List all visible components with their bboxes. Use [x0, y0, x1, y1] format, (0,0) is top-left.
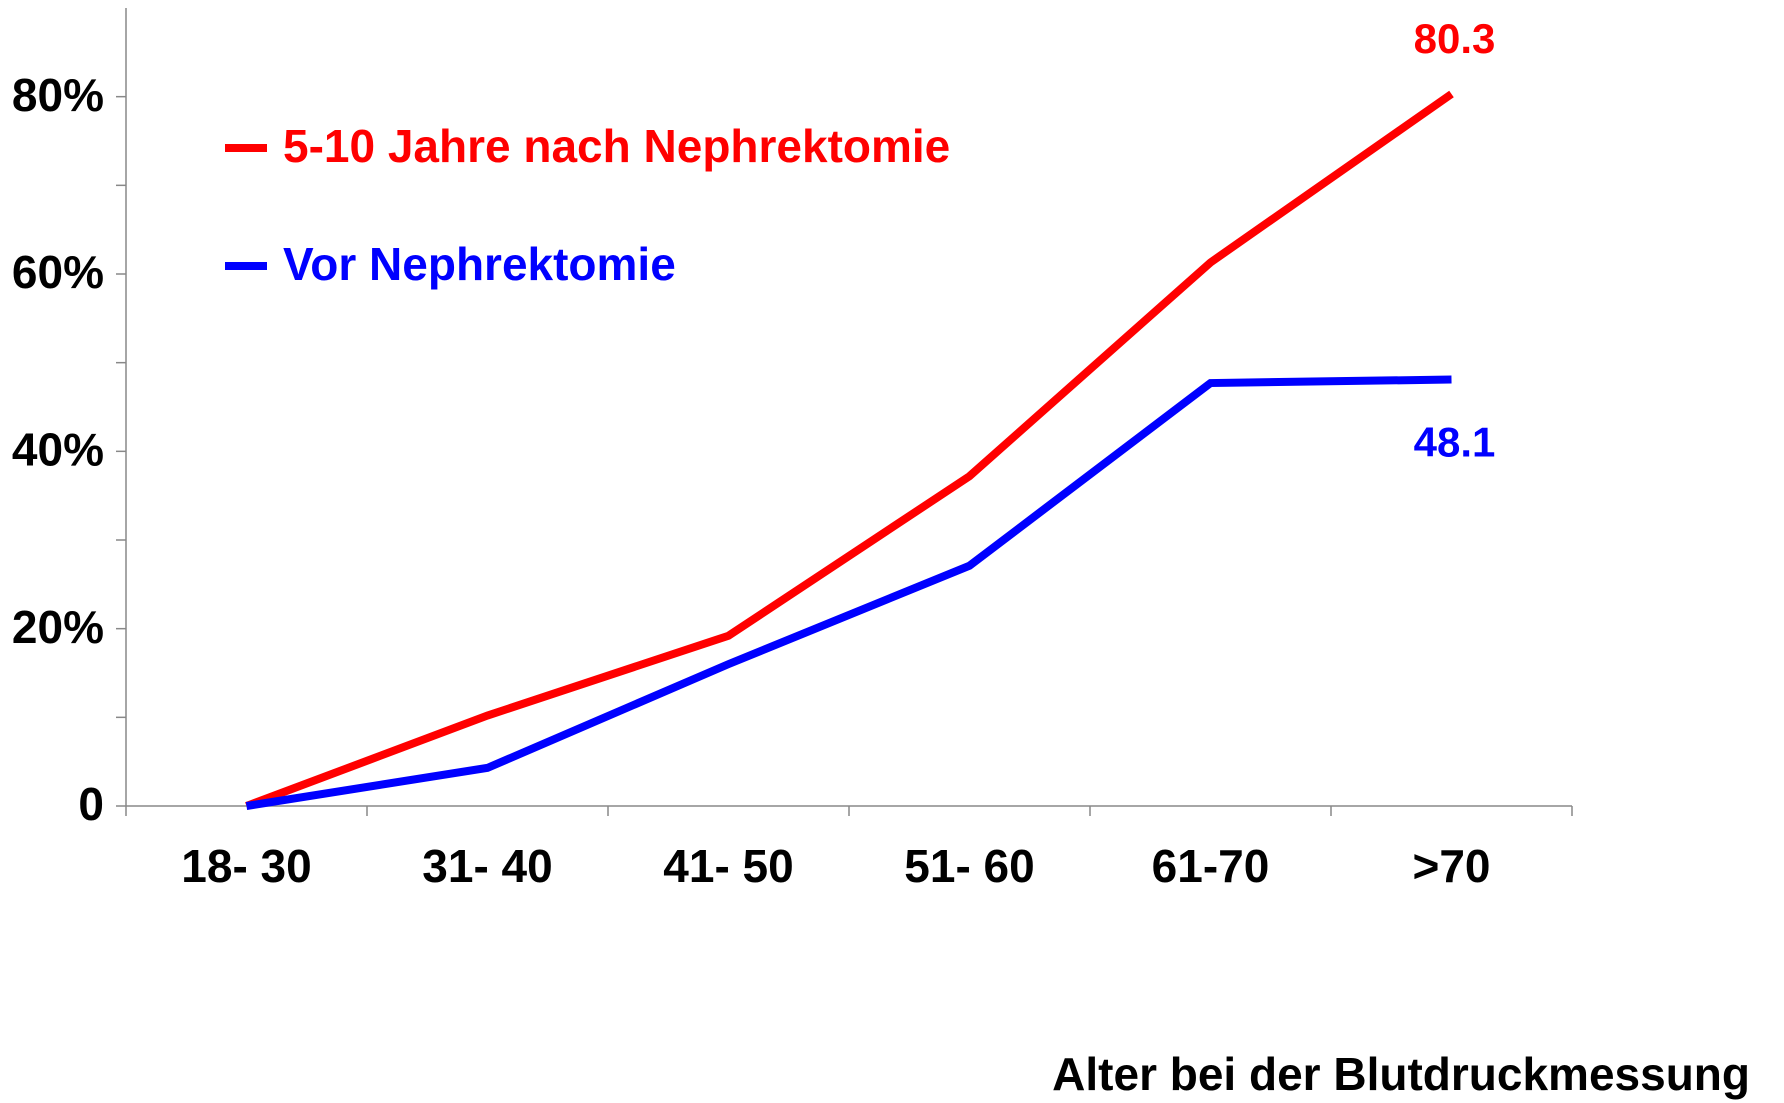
x-tick-label: >70 — [1412, 840, 1490, 892]
x-tick-label: 61-70 — [1152, 840, 1270, 892]
x-tick-label: 51- 60 — [904, 840, 1034, 892]
data-label: 80.3 — [1414, 15, 1496, 62]
y-tick-label: 20% — [12, 601, 104, 653]
x-tick-label: 18- 30 — [181, 840, 311, 892]
x-tick-label: 31- 40 — [422, 840, 552, 892]
x-axis-label: Alter bei der Blutdruckmessung — [1052, 1048, 1750, 1100]
line-series — [245, 90, 1454, 810]
y-tick-label: 40% — [12, 423, 104, 475]
y-tick-label: 80% — [12, 69, 104, 121]
legend-label: 5-10 Jahre nach Nephrektomie — [283, 120, 950, 172]
y-tick-label: 0 — [78, 778, 104, 830]
line-series — [245, 375, 1452, 810]
x-tick-label: 41- 50 — [663, 840, 793, 892]
y-tick-label: 60% — [12, 246, 104, 298]
data-label: 48.1 — [1414, 419, 1496, 466]
legend-label: Vor Nephrektomie — [283, 238, 676, 290]
